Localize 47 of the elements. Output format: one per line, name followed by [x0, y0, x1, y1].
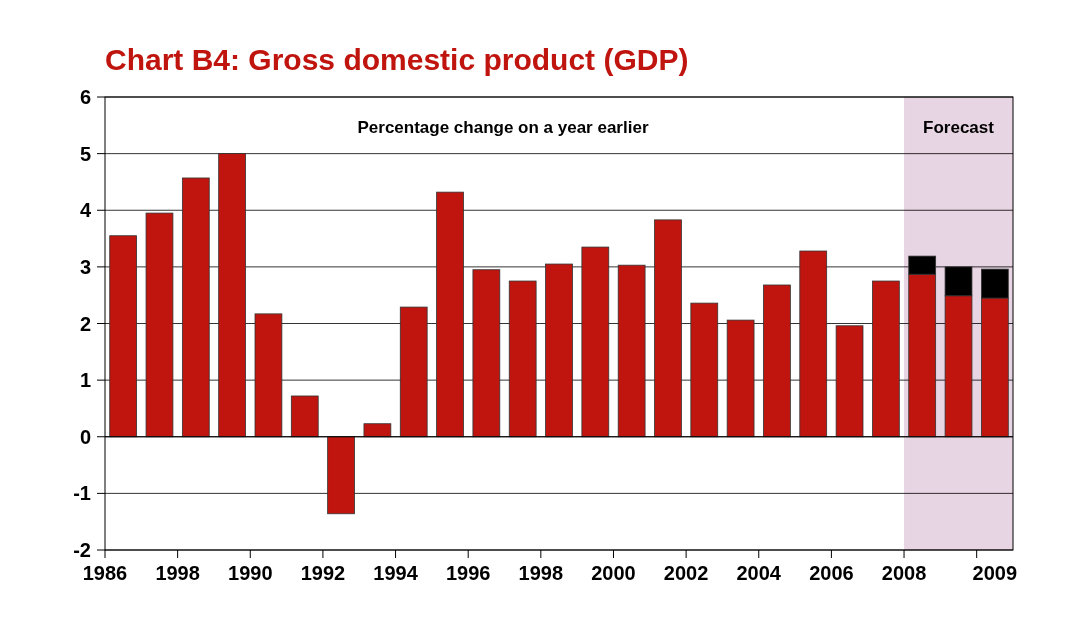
bar [617, 264, 646, 438]
y-tick-label: 4 [79, 199, 92, 222]
x-tick-label: 1998 [155, 562, 200, 584]
chart-title: Chart B4: Gross domestic product (GDP) [105, 43, 689, 76]
x-tick-label: 1992 [300, 562, 346, 584]
bar [726, 319, 755, 438]
bar [109, 235, 137, 438]
bar [472, 269, 501, 438]
x-tick-label: 2000 [591, 562, 636, 584]
y-tick-label: 1 [79, 369, 91, 392]
y-tick-label: 0 [79, 425, 91, 448]
bar [290, 395, 319, 438]
y-tick-label: -2 [73, 539, 91, 561]
annotation: Percentage change on a year earlier [357, 118, 649, 137]
x-tick-label: 2008 [881, 562, 927, 584]
bar [799, 250, 828, 438]
x-tick-label: 2009 [972, 562, 1018, 584]
x-tick-label: 2002 [663, 562, 709, 584]
y-tick-label: 3 [79, 255, 91, 278]
bar [218, 153, 246, 438]
bar [545, 263, 573, 438]
bar [327, 436, 355, 515]
x-tick-label: 2006 [809, 562, 854, 584]
bar [690, 302, 719, 438]
bar [835, 325, 864, 438]
bar [872, 280, 900, 438]
bar [399, 306, 428, 438]
x-tick-label: 2004 [736, 562, 782, 584]
bar [363, 423, 392, 438]
x-tick-label: 1998 [518, 562, 564, 584]
x-tick-label: 1990 [228, 562, 273, 584]
bar [763, 284, 791, 438]
x-tick-label: 1986 [82, 562, 128, 584]
bar [508, 280, 537, 438]
y-tick-label: 5 [79, 142, 91, 165]
band-label: Forecast [923, 118, 995, 137]
bar [436, 191, 464, 438]
x-tick-label: 1994 [373, 562, 419, 584]
x-tick-label: 1996 [445, 562, 491, 584]
bar [654, 219, 682, 438]
y-tick-label: -1 [73, 482, 91, 505]
bar [254, 313, 283, 438]
bar [145, 212, 174, 438]
bar [581, 246, 610, 438]
bar [181, 177, 210, 438]
y-tick-label: 2 [79, 312, 91, 335]
y-tick-label: 6 [79, 86, 91, 108]
